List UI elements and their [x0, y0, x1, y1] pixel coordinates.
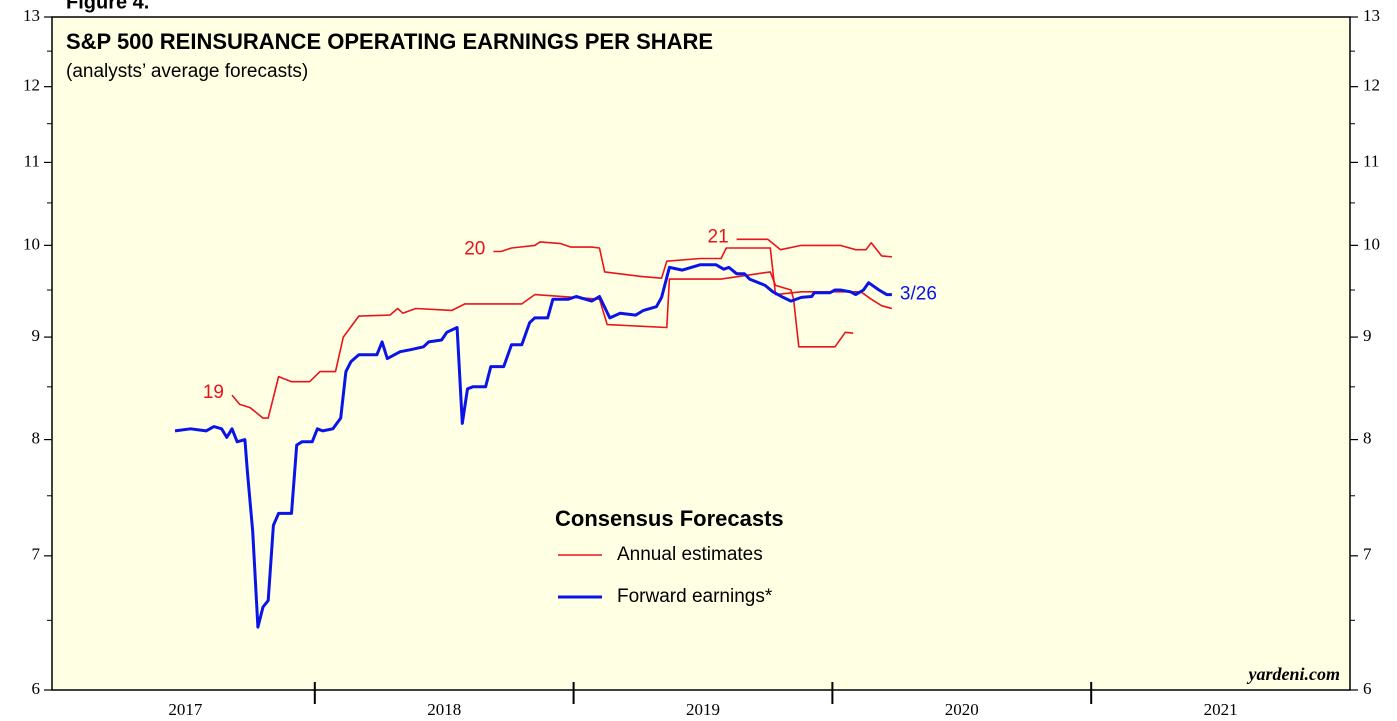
y2-tick-label: 11: [1363, 151, 1379, 170]
x-tick-label: 2019: [686, 700, 720, 719]
y-tick-label: 8: [32, 429, 41, 448]
y-tick-label: 12: [23, 76, 40, 95]
y-tick-label: 9: [32, 326, 41, 345]
end-label: 3/26: [900, 284, 937, 305]
chart-title: S&P 500 REINSURANCE OPERATING EARNINGS P…: [66, 29, 713, 54]
y2-tick-label: 12: [1363, 76, 1380, 95]
y2-tick-label: 7: [1363, 545, 1372, 564]
x-tick-label: 2021: [1204, 700, 1238, 719]
chart-subtitle: (analysts’ average forecasts): [66, 61, 308, 82]
series-line: [736, 238, 892, 258]
x-tick-label: 2018: [427, 700, 461, 719]
x-tick-label: 2020: [945, 700, 979, 719]
source: yardeni.com: [1247, 664, 1341, 684]
legend-title: Consensus Forecasts: [555, 506, 784, 531]
y2-tick-label: 13: [1363, 6, 1380, 25]
y2-tick-label: 8: [1363, 429, 1372, 448]
figure-label: Figure 4.: [66, 0, 149, 13]
y2-tick-label: 10: [1363, 234, 1380, 253]
y-tick-label: 11: [24, 151, 40, 170]
legend-label: Forward earnings*: [617, 586, 773, 607]
y-tick-label: 10: [23, 234, 40, 253]
y-tick-label: 13: [23, 6, 40, 25]
y-tick-label: 7: [32, 545, 41, 564]
series-line: [174, 263, 892, 629]
series-line: [231, 271, 854, 419]
series-label: 19: [203, 382, 224, 403]
y-tick-label: 6: [32, 679, 41, 698]
x-tick-label: 2017: [168, 700, 203, 719]
y2-tick-label: 6: [1363, 679, 1372, 698]
y2-tick-label: 9: [1363, 326, 1372, 345]
series-label: 21: [708, 226, 729, 247]
legend-label: Annual estimates: [617, 544, 763, 565]
series-label: 20: [464, 238, 485, 259]
